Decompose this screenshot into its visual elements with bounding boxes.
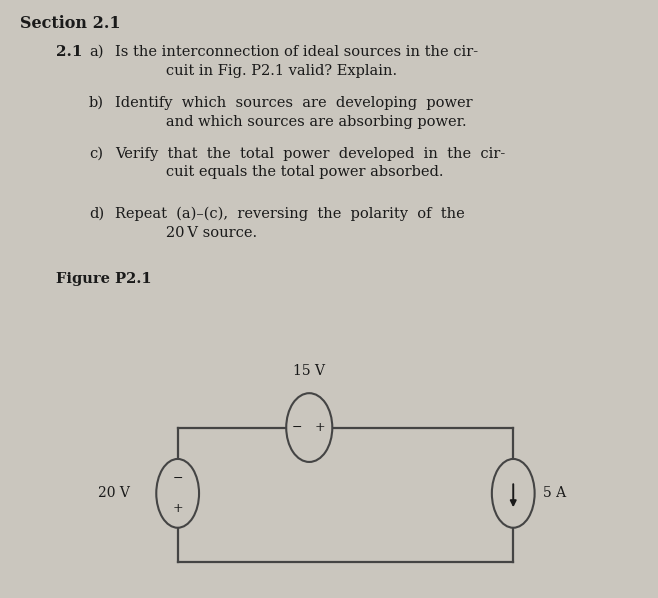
Text: Verify  that  the  total  power  developed  in  the  cir-
           cuit equals: Verify that the total power developed in… bbox=[115, 147, 505, 179]
Text: +: + bbox=[315, 421, 325, 434]
Text: −: − bbox=[172, 472, 183, 485]
Text: d): d) bbox=[89, 206, 104, 220]
Text: Is the interconnection of ideal sources in the cir-
           cuit in Fig. P2.1: Is the interconnection of ideal sources … bbox=[115, 45, 478, 78]
Text: 2.1: 2.1 bbox=[56, 45, 82, 59]
Text: Figure P2.1: Figure P2.1 bbox=[56, 272, 151, 286]
Text: Identify  which  sources  are  developing  power
           and which sources ar: Identify which sources are developing po… bbox=[115, 96, 473, 129]
Text: 15 V: 15 V bbox=[293, 364, 325, 379]
Text: 20 V: 20 V bbox=[98, 486, 130, 501]
Ellipse shape bbox=[286, 393, 332, 462]
Text: b): b) bbox=[89, 96, 104, 109]
Text: Section 2.1: Section 2.1 bbox=[20, 15, 120, 32]
Text: +: + bbox=[172, 502, 183, 515]
Text: c): c) bbox=[89, 147, 103, 160]
Ellipse shape bbox=[157, 459, 199, 528]
Text: a): a) bbox=[89, 45, 103, 59]
Text: −: − bbox=[292, 421, 303, 434]
Ellipse shape bbox=[492, 459, 534, 528]
Text: Repeat  (a)–(c),  reversing  the  polarity  of  the
           20 V source.: Repeat (a)–(c), reversing the polarity o… bbox=[115, 206, 465, 240]
Text: 5 A: 5 A bbox=[542, 486, 566, 501]
